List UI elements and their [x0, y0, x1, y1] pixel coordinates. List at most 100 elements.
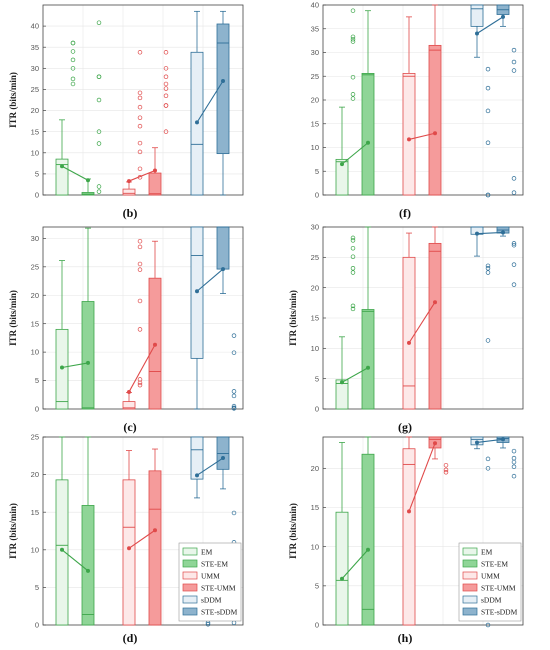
- y-tick-label: 5: [315, 581, 319, 590]
- outlier-point: [511, 190, 517, 195]
- legend-swatch: [462, 595, 478, 604]
- panel-g: 0 5 10 15 20 25 30 ITR (bits/min) (g): [288, 223, 524, 434]
- box-sddm: [190, 436, 211, 627]
- box-body: [81, 505, 95, 626]
- outlier-point: [231, 403, 237, 409]
- outlier-point: [137, 327, 143, 332]
- y-tick-label: 25: [31, 433, 39, 442]
- box-body: [190, 436, 204, 480]
- box-ste-sddm: [496, 436, 517, 479]
- box-ste-umm: [428, 4, 442, 196]
- mean-marker: [221, 267, 225, 272]
- box-umm: [122, 450, 136, 626]
- outlier-point: [511, 448, 517, 454]
- outlier-point: [350, 254, 356, 259]
- outlier-point: [96, 97, 102, 103]
- legend-label: STE-sDDM: [481, 608, 518, 617]
- outlier-point: [137, 90, 143, 96]
- box-body: [402, 448, 416, 626]
- outlier-point: [350, 34, 356, 40]
- box-sddm: [190, 226, 204, 410]
- y-tick-label: 0: [35, 621, 39, 630]
- box-body: [216, 226, 230, 270]
- outlier-point: [137, 149, 143, 155]
- mean-line: [61, 549, 89, 572]
- outlier-point: [350, 238, 356, 243]
- box-body: [428, 242, 442, 410]
- outlier-point: [485, 263, 491, 269]
- y-tick-label: 0: [315, 621, 319, 630]
- box-ste-sddm: [216, 10, 230, 196]
- box-umm: [402, 232, 416, 410]
- outlier-point: [350, 8, 356, 13]
- outlier-point: [350, 39, 356, 44]
- legend-label: UMM: [481, 572, 500, 581]
- y-tick-label: 10: [31, 148, 39, 157]
- y-tick-label: 5: [315, 167, 319, 176]
- box-em: [55, 260, 69, 410]
- outlier-point: [350, 235, 356, 241]
- outlier-point: [511, 464, 517, 470]
- box-body: [335, 511, 349, 626]
- mean-marker: [433, 131, 437, 136]
- y-tick-label: 5: [315, 374, 319, 383]
- mean-marker: [60, 164, 64, 169]
- box-body: [122, 479, 136, 626]
- outlier-point: [350, 303, 356, 309]
- outlier-point: [511, 68, 517, 73]
- y-tick-label: 0: [35, 191, 39, 200]
- mean-marker: [195, 120, 199, 125]
- panel-h: 0 5 10 15 20 ITR (bits/min) EM STE-EM UMM STE-UMM…: [288, 436, 524, 645]
- legend-swatch: [182, 571, 198, 580]
- mean-line: [196, 268, 224, 292]
- legend-swatch: [462, 547, 478, 556]
- y-tick-label: 20: [311, 96, 319, 105]
- box-em: [335, 8, 356, 196]
- outlier-point: [350, 92, 356, 97]
- mean-line: [476, 16, 504, 34]
- outlier-point: [163, 103, 169, 108]
- outlier-point: [163, 74, 169, 80]
- outlier-point: [137, 267, 143, 272]
- outlier-point: [163, 129, 169, 134]
- mean-marker: [127, 389, 131, 394]
- outlier-point: [137, 140, 143, 146]
- box-ste-sddm: [216, 436, 237, 625]
- mean-marker: [195, 289, 199, 294]
- outlier-point: [137, 123, 143, 129]
- outlier-point: [511, 176, 517, 181]
- outlier-point: [163, 93, 169, 99]
- y-tick-label: 0: [315, 405, 319, 414]
- y-tick-label: 15: [31, 508, 39, 517]
- outlier-point: [137, 166, 143, 172]
- outlier-point: [70, 57, 76, 63]
- outlier-point: [511, 59, 517, 65]
- mean-marker: [501, 437, 505, 442]
- box-ste-em: [361, 436, 375, 626]
- y-tick-label: 40: [31, 22, 39, 31]
- mean-line: [341, 367, 369, 383]
- outlier-point: [137, 377, 143, 382]
- box-body: [335, 379, 349, 410]
- legend-label: STE-sDDM: [201, 608, 238, 617]
- box-body: [361, 73, 375, 196]
- mean-marker: [475, 231, 479, 236]
- mean-marker: [221, 79, 225, 83]
- axes-frame: [322, 436, 524, 626]
- mean-line: [128, 170, 156, 182]
- mean-line: [341, 142, 369, 165]
- y-tick-label: 15: [311, 314, 319, 323]
- outlier-point: [231, 510, 237, 516]
- mean-marker: [86, 568, 90, 573]
- mean-marker: [221, 456, 225, 461]
- legend-swatch: [182, 547, 198, 556]
- legend-swatch: [462, 571, 478, 580]
- outlier-point: [511, 241, 517, 246]
- outlier-point: [350, 270, 356, 275]
- box-ste-em: [81, 436, 95, 626]
- y-tick-label: 35: [311, 24, 319, 33]
- mean-line: [196, 80, 224, 123]
- mean-marker: [433, 441, 437, 446]
- box-body: [148, 470, 162, 626]
